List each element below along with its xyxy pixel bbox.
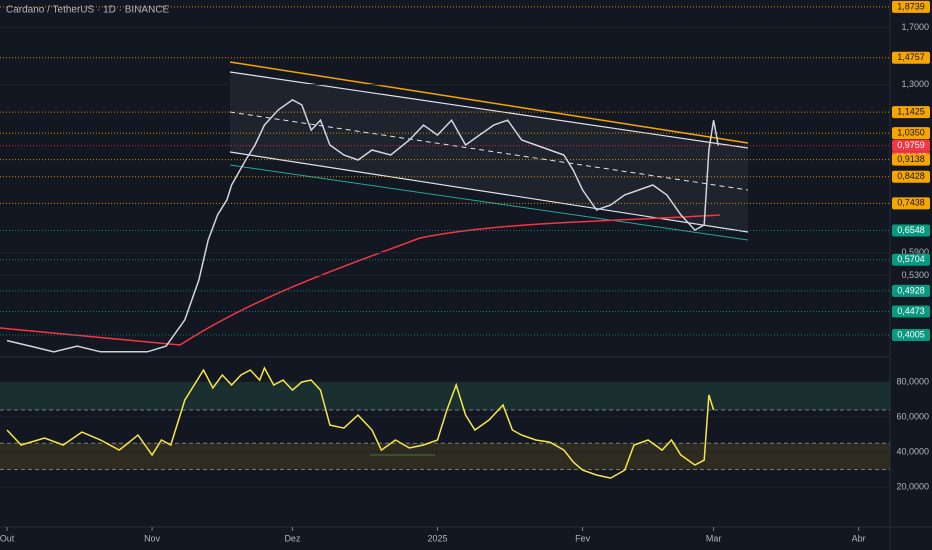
level-label-box	[892, 51, 930, 64]
y-tick-label: 1,3000	[901, 79, 929, 89]
level-label: 0,4928	[897, 285, 925, 295]
level-label-box	[892, 328, 930, 341]
level-label-box	[892, 224, 930, 237]
chart-title: Cardano / TetherUS · 1D · BINANCE	[6, 5, 170, 16]
level-label: 0,7438	[897, 198, 925, 208]
level-label: 0,9759	[897, 140, 925, 150]
level-label: 0,6548	[897, 225, 925, 235]
level-label-box	[892, 284, 930, 297]
level-label-box	[892, 170, 930, 183]
level-label-box	[892, 106, 930, 119]
level-label-box	[892, 0, 930, 13]
level-label-box	[892, 139, 930, 152]
level-label: 0,4473	[897, 306, 925, 316]
level-label: 1,1425	[897, 106, 925, 116]
x-tick-label: Fev	[575, 533, 591, 543]
y-tick-label: 1,7000	[901, 22, 929, 32]
x-tick-label: Dez	[284, 533, 301, 543]
x-tick-label: Mar	[706, 533, 722, 543]
level-label: 0,8428	[897, 171, 925, 181]
level-label: 0,4005	[897, 329, 925, 339]
level-label-box	[892, 253, 930, 266]
rsi-line	[6, 366, 715, 479]
rsi-band	[0, 443, 890, 470]
level-label-box	[892, 197, 930, 210]
level-label: 1,8739	[897, 1, 925, 11]
trendline	[229, 111, 749, 191]
x-tick-label: Nov	[144, 533, 161, 543]
channel-fill	[230, 72, 748, 232]
x-tick-label: Abr	[852, 533, 866, 543]
level-label: 0,5704	[897, 254, 925, 264]
x-tick-label: 2025	[427, 533, 447, 543]
y-tick-label: 60,0000	[896, 411, 929, 421]
y-tick-label: 80,0000	[896, 376, 929, 386]
y-tick-label: 20,0000	[896, 481, 929, 491]
y-tick-label: 0,5900	[901, 247, 929, 257]
level-label: 0,9138	[897, 154, 925, 164]
rsi-band	[0, 382, 890, 411]
level-label: 1,4757	[897, 52, 925, 62]
level-label-box	[892, 305, 930, 318]
level-label: 1,0350	[897, 128, 925, 138]
x-tick-label: Out	[0, 533, 15, 543]
y-tick-label: 0,5300	[901, 270, 929, 280]
price-line	[6, 99, 720, 353]
plot	[0, 6, 890, 488]
level-label-box	[892, 153, 930, 166]
moving-average	[0, 214, 721, 346]
trendline	[229, 164, 749, 241]
trendline	[229, 61, 749, 144]
y-tick-label: 40,0000	[896, 446, 929, 456]
level-label-box	[892, 127, 930, 140]
